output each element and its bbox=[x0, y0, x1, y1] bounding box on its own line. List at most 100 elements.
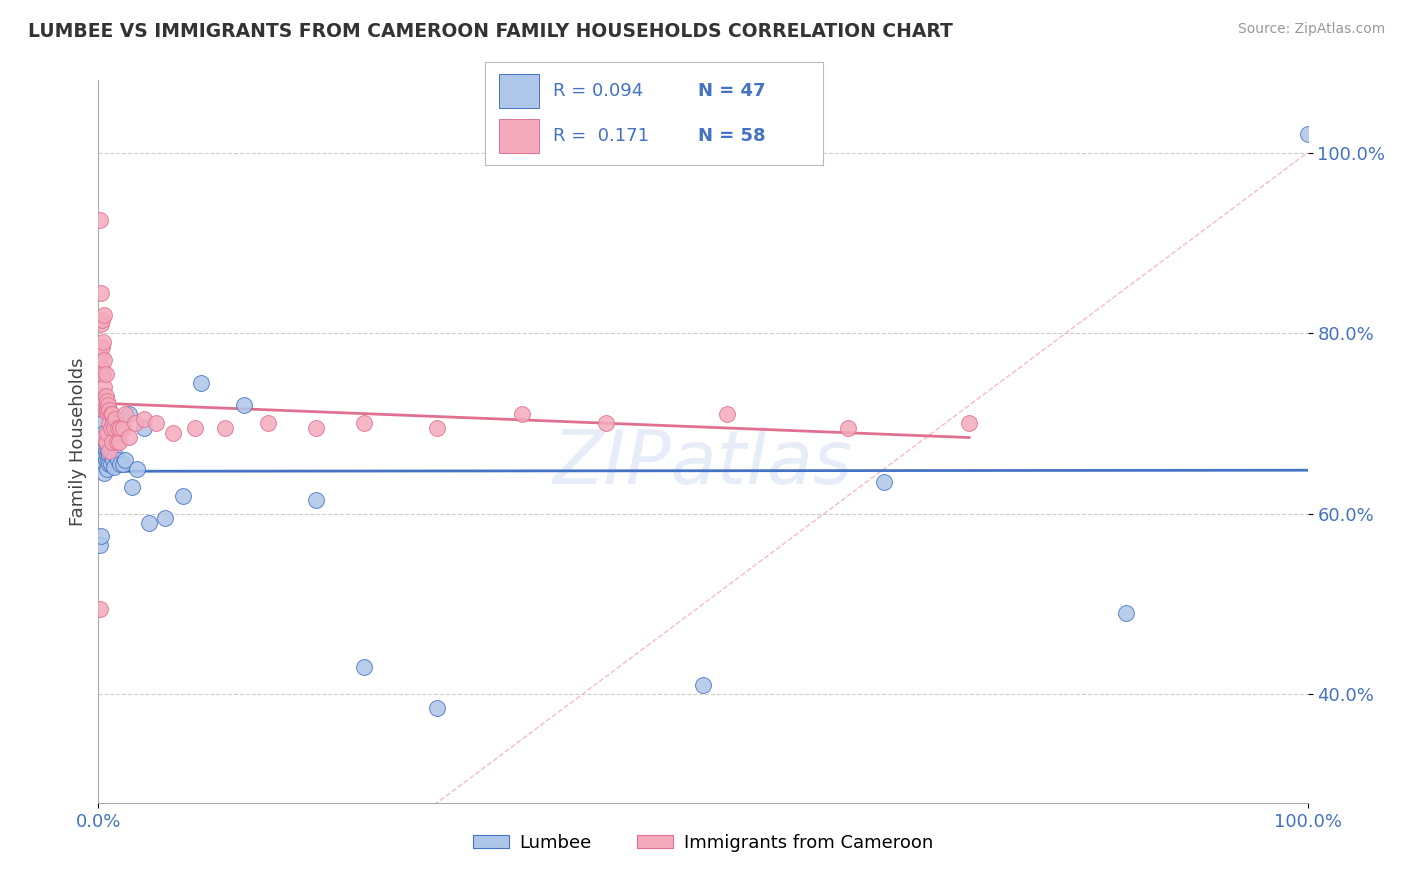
Point bbox=[100, 457, 122, 471]
Point bbox=[93, 403, 115, 417]
Point bbox=[91, 340, 114, 354]
Point bbox=[96, 425, 118, 440]
Point bbox=[89, 601, 111, 615]
Point bbox=[97, 452, 120, 467]
Point bbox=[94, 434, 117, 449]
Text: N = 58: N = 58 bbox=[697, 127, 765, 145]
Point bbox=[121, 480, 143, 494]
Point bbox=[957, 417, 980, 431]
Point bbox=[98, 417, 121, 431]
Legend: Lumbee, Immigrants from Cameroon: Lumbee, Immigrants from Cameroon bbox=[465, 826, 941, 859]
Text: Source: ZipAtlas.com: Source: ZipAtlas.com bbox=[1237, 22, 1385, 37]
Point bbox=[232, 398, 254, 412]
Point bbox=[107, 421, 129, 435]
Point bbox=[91, 417, 114, 431]
Point bbox=[134, 421, 156, 435]
Point bbox=[93, 425, 115, 440]
Text: N = 47: N = 47 bbox=[697, 82, 765, 100]
Point bbox=[94, 452, 117, 467]
Point bbox=[97, 443, 120, 458]
Point bbox=[89, 213, 111, 227]
Point bbox=[93, 430, 115, 444]
Point bbox=[94, 367, 117, 381]
Point bbox=[595, 417, 617, 431]
Point bbox=[93, 308, 115, 322]
Point bbox=[127, 461, 149, 475]
Point bbox=[172, 489, 194, 503]
Y-axis label: Family Households: Family Households bbox=[69, 358, 87, 525]
Point bbox=[256, 417, 278, 431]
Point bbox=[93, 380, 115, 394]
Point bbox=[90, 529, 112, 543]
Point bbox=[94, 434, 117, 449]
Point bbox=[716, 408, 738, 422]
Point bbox=[98, 443, 121, 458]
Point bbox=[426, 421, 449, 435]
Point bbox=[124, 417, 146, 431]
Point bbox=[98, 457, 121, 471]
Point bbox=[91, 362, 114, 376]
Point bbox=[98, 403, 121, 417]
Point bbox=[96, 403, 118, 417]
Point bbox=[100, 445, 122, 459]
Text: ZIPatlas: ZIPatlas bbox=[553, 427, 853, 500]
Point bbox=[692, 678, 714, 692]
Point bbox=[118, 430, 141, 444]
Point bbox=[97, 398, 120, 412]
Point bbox=[100, 421, 122, 435]
Point bbox=[111, 457, 134, 471]
Point bbox=[100, 408, 122, 422]
Point bbox=[93, 448, 115, 462]
Point bbox=[114, 408, 136, 422]
Point bbox=[190, 376, 212, 390]
Point bbox=[353, 417, 375, 431]
Point bbox=[145, 417, 167, 431]
Point bbox=[91, 452, 114, 467]
Point bbox=[96, 434, 118, 449]
Point bbox=[353, 660, 375, 674]
Point bbox=[305, 493, 328, 508]
Point bbox=[100, 408, 122, 422]
Point bbox=[1115, 606, 1137, 620]
Point bbox=[91, 367, 114, 381]
Point bbox=[104, 448, 127, 462]
Point bbox=[118, 408, 141, 422]
Point bbox=[91, 398, 114, 412]
FancyBboxPatch shape bbox=[499, 74, 538, 108]
Point bbox=[103, 421, 125, 435]
Point bbox=[305, 421, 328, 435]
Point bbox=[214, 421, 236, 435]
Point bbox=[94, 389, 117, 403]
Text: LUMBEE VS IMMIGRANTS FROM CAMEROON FAMILY HOUSEHOLDS CORRELATION CHART: LUMBEE VS IMMIGRANTS FROM CAMEROON FAMIL… bbox=[28, 22, 953, 41]
Point bbox=[100, 445, 122, 459]
Point bbox=[873, 475, 896, 490]
Text: R = 0.094: R = 0.094 bbox=[553, 82, 643, 100]
Point bbox=[91, 398, 114, 412]
Point bbox=[108, 421, 131, 435]
Point bbox=[103, 459, 125, 474]
Point bbox=[93, 466, 115, 480]
Point bbox=[510, 408, 533, 422]
Point bbox=[105, 434, 128, 449]
Point bbox=[94, 403, 117, 417]
Point bbox=[108, 434, 131, 449]
Point bbox=[90, 285, 112, 300]
Point bbox=[93, 353, 115, 368]
Point bbox=[90, 349, 112, 363]
Point bbox=[162, 425, 184, 440]
Point bbox=[94, 443, 117, 458]
Point bbox=[1296, 128, 1319, 142]
Point bbox=[96, 448, 118, 462]
Point bbox=[91, 335, 114, 350]
Point bbox=[108, 457, 131, 471]
Point bbox=[98, 448, 121, 462]
Point bbox=[91, 457, 114, 471]
Point bbox=[426, 701, 449, 715]
Point bbox=[89, 538, 111, 552]
Point bbox=[91, 312, 114, 326]
Point bbox=[138, 516, 160, 530]
Point bbox=[837, 421, 859, 435]
Point bbox=[101, 417, 124, 431]
FancyBboxPatch shape bbox=[499, 119, 538, 153]
Point bbox=[96, 393, 118, 408]
